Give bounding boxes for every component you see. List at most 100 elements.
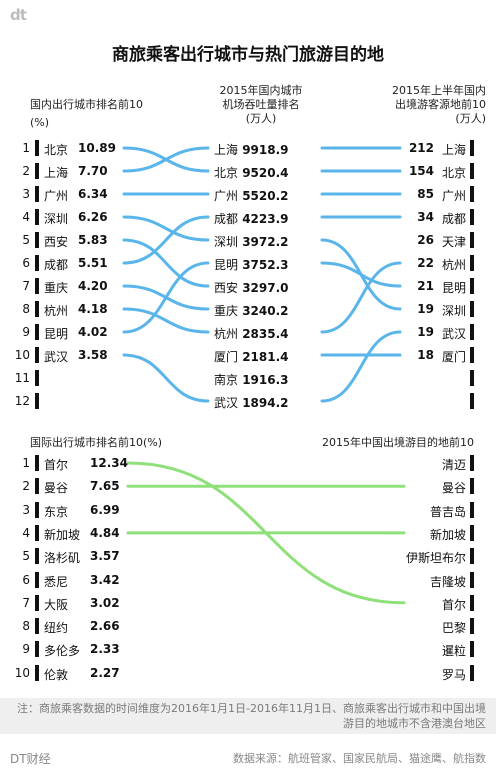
note-background xyxy=(0,698,496,734)
rank-label: 5 xyxy=(22,233,30,247)
intl-rank-label: 3 xyxy=(22,502,30,517)
right-bar xyxy=(470,186,474,202)
airport-row-label: 深圳 3972.2 xyxy=(214,233,289,250)
airport-value-label: 9520.4 xyxy=(238,166,289,180)
header-tourist-source-line1: 2015年上半年国内 xyxy=(392,84,486,97)
airport-city-label: 重庆 xyxy=(214,304,239,318)
tourist-value-label: 212 xyxy=(408,141,434,155)
airport-row-label: 北京 9520.4 xyxy=(214,164,289,181)
tourist-city-label: 杭州 xyxy=(441,258,466,272)
tourist-city-label: 成都 xyxy=(441,212,466,226)
intl-value-label: 3.42 xyxy=(90,572,120,587)
intl-rank-label: 5 xyxy=(22,549,30,564)
right-bar xyxy=(470,347,474,363)
domestic-value-label: 4.02 xyxy=(78,325,108,339)
intl-value-label: 2.27 xyxy=(90,665,120,680)
domestic-city-label: 北京 xyxy=(44,143,69,157)
right-bar xyxy=(470,278,474,294)
rank-label: 4 xyxy=(22,210,30,224)
intl-value-label: 7.65 xyxy=(90,479,120,494)
link-domestic-to-airport xyxy=(122,215,210,242)
intl-right-bar xyxy=(470,571,474,588)
left-bar xyxy=(35,301,39,317)
intl-value-label: 12.34 xyxy=(90,456,128,470)
header-airport-line1: 2015年国内城市 xyxy=(219,84,303,97)
right-bar xyxy=(470,324,474,340)
rank-label: 10 xyxy=(14,348,30,362)
intl-rank-label: 2 xyxy=(22,479,30,494)
link-domestic-to-airport xyxy=(122,307,210,334)
airport-row-label: 西安 3297.0 xyxy=(214,279,289,296)
tourist-value-label: 18 xyxy=(417,348,434,362)
airport-row-label: 重庆 3240.2 xyxy=(214,302,289,319)
intl-value-label: 3.57 xyxy=(90,549,120,564)
intl-left-bar xyxy=(35,571,39,588)
airport-value-label: 1916.3 xyxy=(238,373,289,387)
rank-label: 9 xyxy=(22,325,30,339)
header-tourist-source: 2015年上半年国内 出境游客源地前10 (万人) xyxy=(346,84,486,126)
intl-dest-label: 吉隆坡 xyxy=(429,574,466,589)
airport-row-label: 成都 4223.9 xyxy=(214,210,289,227)
intl-city-label: 大阪 xyxy=(44,597,69,612)
intl-dest-label: 曼谷 xyxy=(441,481,466,496)
airport-value-label: 2835.4 xyxy=(238,327,289,341)
right-bar xyxy=(470,140,474,156)
domestic-city-label: 西安 xyxy=(44,235,69,249)
intl-dest-label: 伊斯坦布尔 xyxy=(405,551,466,566)
right-bar xyxy=(470,232,474,248)
airport-value-label: 3972.2 xyxy=(238,235,289,249)
airport-city-label: 南京 xyxy=(214,373,239,387)
rank-label: 1 xyxy=(22,141,30,155)
intl-left-bar xyxy=(35,618,39,635)
airport-row-label: 广州 5520.2 xyxy=(214,187,289,204)
intl-city-label: 曼谷 xyxy=(44,481,69,496)
intl-left-bar xyxy=(35,455,39,471)
dt-logo: dt xyxy=(10,6,27,24)
tourist-city-label: 昆明 xyxy=(441,281,466,295)
intl-left-bar xyxy=(35,548,39,565)
link-domestic-to-airport xyxy=(122,238,210,288)
rank-label: 2 xyxy=(22,164,30,178)
right-bar xyxy=(470,255,474,271)
rank-label: 8 xyxy=(22,302,30,316)
airport-value-label: 9918.9 xyxy=(238,143,289,157)
intl-city-label: 多伦多 xyxy=(44,644,81,659)
note-text: 注：商旅乘客数据的时间维度为2016年1月1日-2016年11月1日、商旅乘客出… xyxy=(17,702,486,730)
header-intl-outbound: 国际出行城市排名前10(%) xyxy=(30,436,163,449)
tourist-city-label: 广州 xyxy=(441,189,466,203)
tourist-value-label: 154 xyxy=(408,164,434,178)
left-bar xyxy=(35,163,39,179)
tourist-value-label: 21 xyxy=(417,279,434,293)
intl-left-bar xyxy=(35,524,39,541)
airport-value-label: 5520.2 xyxy=(238,189,289,203)
intl-left-bar xyxy=(35,478,39,495)
rank-label: 12 xyxy=(14,394,30,408)
left-bar xyxy=(35,393,39,409)
right-bar xyxy=(470,393,474,409)
left-bar xyxy=(35,232,39,248)
airport-city-label: 武汉 xyxy=(214,396,239,410)
airport-row-label: 厦门 2181.4 xyxy=(214,348,289,365)
intl-right-bar xyxy=(470,524,474,541)
intl-rank-label: 4 xyxy=(22,525,30,540)
header-domestic-outbound-unit: (%) xyxy=(30,116,50,129)
tourist-value-label: 19 xyxy=(417,325,434,339)
intl-left-bar xyxy=(35,501,39,518)
intl-dest-label: 暹粒 xyxy=(441,644,466,659)
left-bar xyxy=(35,370,39,386)
intl-right-bar xyxy=(470,455,474,471)
intl-dest-label: 清迈 xyxy=(441,458,466,472)
intl-city-label: 伦敦 xyxy=(44,667,69,682)
tourist-city-label: 武汉 xyxy=(441,327,466,341)
rank-label: 11 xyxy=(14,371,30,385)
right-bar xyxy=(470,301,474,317)
tourist-city-label: 上海 xyxy=(441,143,466,157)
left-bar xyxy=(35,140,39,156)
intl-value-label: 3.02 xyxy=(90,595,120,610)
left-bar xyxy=(35,209,39,225)
domestic-value-label: 5.51 xyxy=(78,256,108,270)
airport-city-label: 昆明 xyxy=(214,258,239,272)
left-bar xyxy=(35,347,39,363)
left-bar xyxy=(35,186,39,202)
